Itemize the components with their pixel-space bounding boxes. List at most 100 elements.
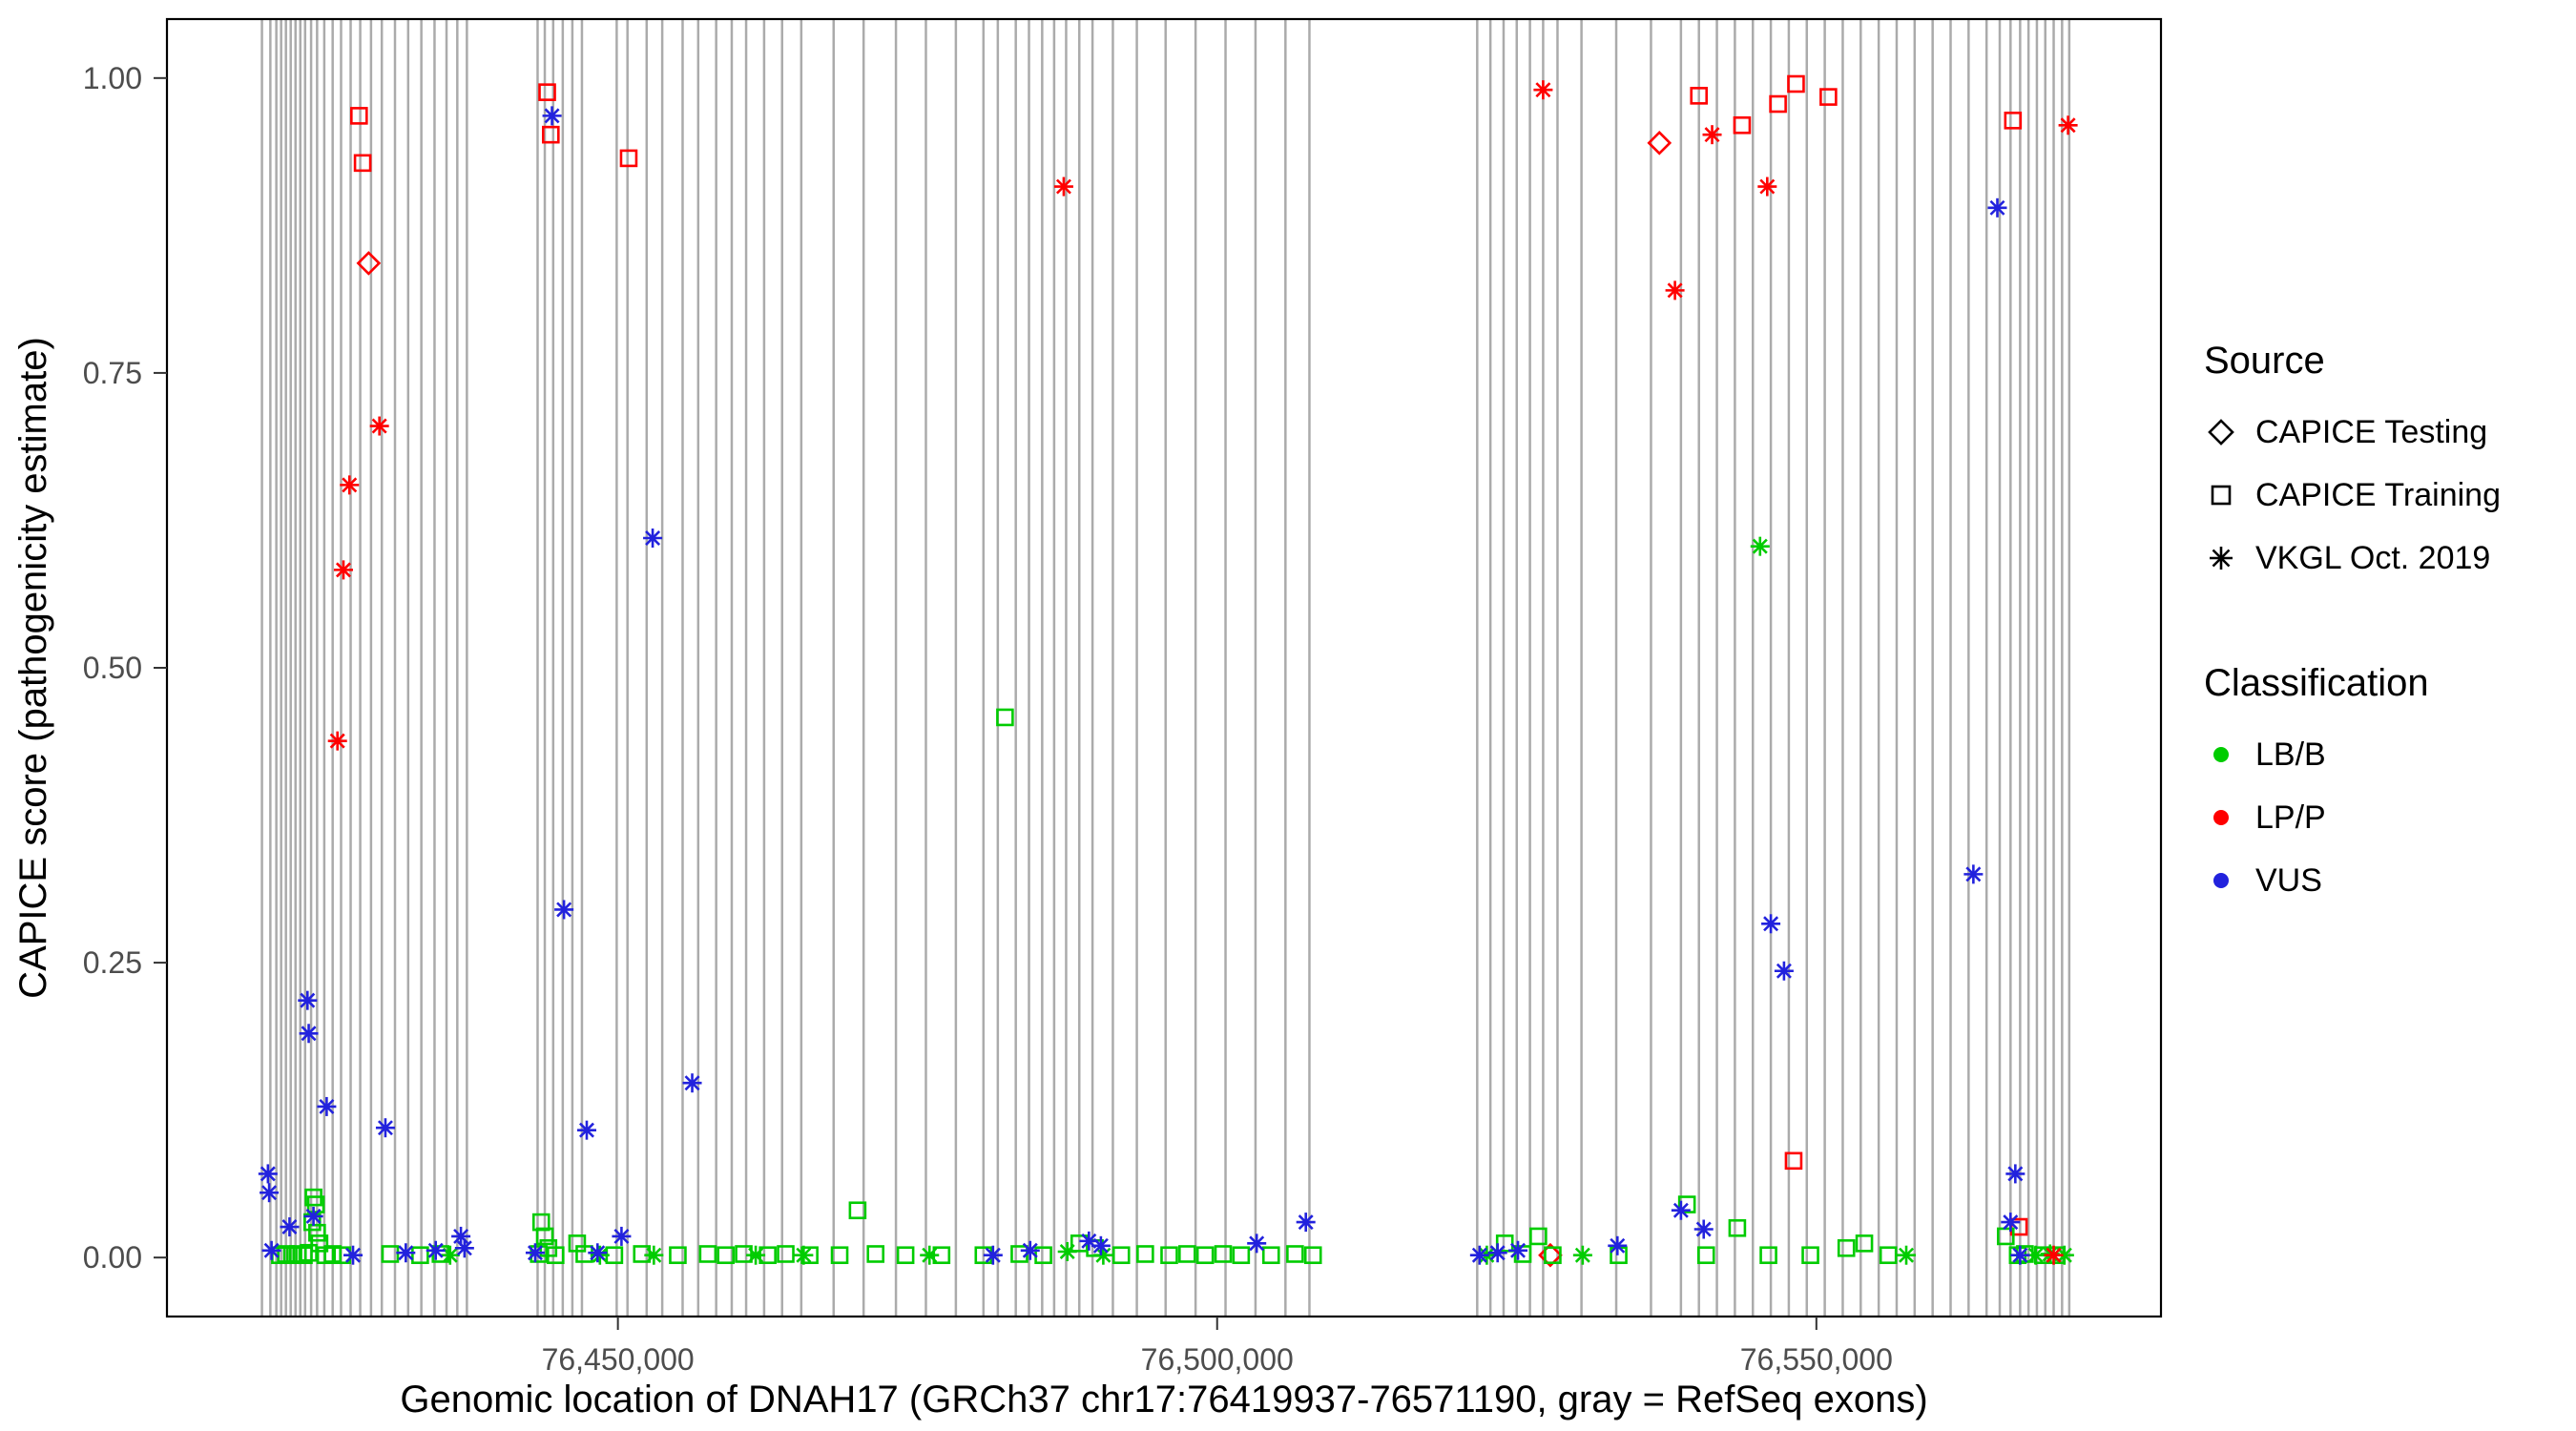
data-point — [1544, 1246, 1562, 1265]
data-point — [1761, 914, 1781, 934]
data-point — [777, 1245, 795, 1263]
data-point — [1091, 1235, 1111, 1255]
data-point — [317, 1096, 337, 1116]
data-point — [350, 107, 368, 125]
legend-item-capice-training: CAPICE Training — [2204, 464, 2501, 527]
y-tick-label: 0.00 — [83, 1240, 142, 1275]
data-point — [454, 1238, 474, 1258]
data-point — [303, 1206, 323, 1226]
data-point — [547, 1246, 565, 1265]
data-point — [1195, 1246, 1215, 1265]
data-point — [1987, 197, 2007, 218]
data-point — [1665, 280, 1685, 301]
data-point — [1702, 125, 1722, 145]
data-point — [1057, 1242, 1077, 1261]
data-point — [375, 1118, 395, 1138]
data-point — [295, 1246, 313, 1265]
data-point — [1690, 87, 1709, 105]
data-point — [2058, 115, 2078, 135]
data-point — [2005, 1164, 2025, 1184]
data-point — [353, 154, 372, 173]
data-point — [1572, 1245, 1592, 1265]
data-point — [1286, 1245, 1304, 1263]
data-point — [830, 1246, 849, 1265]
data-point — [1538, 1242, 1563, 1268]
data-point — [525, 1243, 545, 1263]
data-point — [1774, 961, 1794, 981]
y-axis-title: CAPICE score (pathogenicity estimate) — [12, 337, 54, 999]
data-point — [643, 529, 663, 548]
data-point — [669, 1246, 687, 1265]
data-point — [2054, 1245, 2074, 1265]
data-point — [1178, 1245, 1196, 1263]
data-point — [746, 1245, 766, 1265]
data-point — [2010, 1245, 2030, 1265]
data-point — [333, 560, 353, 580]
x-axis-title: Genomic location of DNAH17 (GRCh37 chr17… — [400, 1379, 1927, 1421]
data-point — [1247, 1234, 1267, 1254]
data-point — [682, 1073, 702, 1093]
data-point — [1296, 1213, 1316, 1233]
data-point — [1784, 1151, 1803, 1171]
data-point — [340, 475, 360, 495]
data-point — [1111, 1246, 1131, 1265]
data-point — [588, 1243, 608, 1263]
legend-item-lbb: LB/B — [2204, 723, 2501, 786]
data-point — [1469, 1245, 1489, 1265]
data-point — [1819, 88, 1838, 106]
data-point — [440, 1245, 460, 1265]
y-tick-label: 0.25 — [83, 945, 142, 980]
data-point — [1963, 864, 1984, 884]
data-point — [644, 1245, 664, 1265]
data-point — [1769, 94, 1787, 114]
data-point — [896, 1246, 915, 1265]
green-dot-icon — [2213, 747, 2229, 762]
panel-background — [167, 19, 2161, 1317]
data-point — [1303, 1246, 1322, 1265]
data-point — [1787, 74, 1805, 93]
legend-classification-group: Classification LB/B LP/P VUS — [2204, 658, 2501, 912]
data-point — [542, 106, 562, 126]
data-point — [2001, 1213, 2021, 1233]
y-tick-label: 0.75 — [83, 356, 142, 390]
legend-item-label: CAPICE Testing — [2255, 414, 2488, 450]
data-point — [1733, 115, 1752, 135]
red-dot-icon — [2213, 810, 2229, 825]
data-point — [1759, 1246, 1777, 1265]
data-point — [1897, 1245, 1917, 1265]
data-point — [308, 1223, 326, 1242]
y-tick-label: 1.00 — [83, 61, 142, 95]
data-point — [848, 1201, 867, 1220]
data-point — [1533, 80, 1553, 100]
data-point — [1160, 1246, 1178, 1265]
diamond-icon — [2208, 419, 2234, 446]
data-point — [1647, 130, 1672, 156]
data-point — [261, 1240, 281, 1260]
data-point — [299, 1024, 319, 1044]
data-point — [323, 1245, 342, 1263]
data-point — [920, 1245, 940, 1265]
data-point — [1750, 536, 1770, 556]
y-tick-label: 0.50 — [83, 651, 142, 685]
legend-source-group: Source CAPICE Testing CAPICE Training — [2204, 336, 2501, 590]
data-point — [1232, 1246, 1251, 1265]
legend-item-vus: VUS — [2204, 849, 2501, 912]
data-point — [619, 149, 638, 168]
data-point — [1837, 1238, 1856, 1257]
data-point — [2004, 112, 2023, 130]
legend-classification-title: Classification — [2204, 662, 2429, 704]
data-point — [298, 990, 318, 1010]
data-point — [327, 731, 347, 751]
legend-item-lpp: LP/P — [2204, 786, 2501, 849]
data-point — [538, 83, 556, 101]
square-icon — [2211, 485, 2232, 506]
data-point — [396, 1243, 416, 1263]
data-point — [535, 1227, 554, 1246]
data-point — [1728, 1218, 1747, 1237]
legend-item-vkgl: VKGL Oct. 2019 — [2204, 527, 2501, 590]
data-point — [1136, 1245, 1154, 1263]
data-point — [612, 1226, 632, 1246]
data-point — [343, 1245, 364, 1265]
